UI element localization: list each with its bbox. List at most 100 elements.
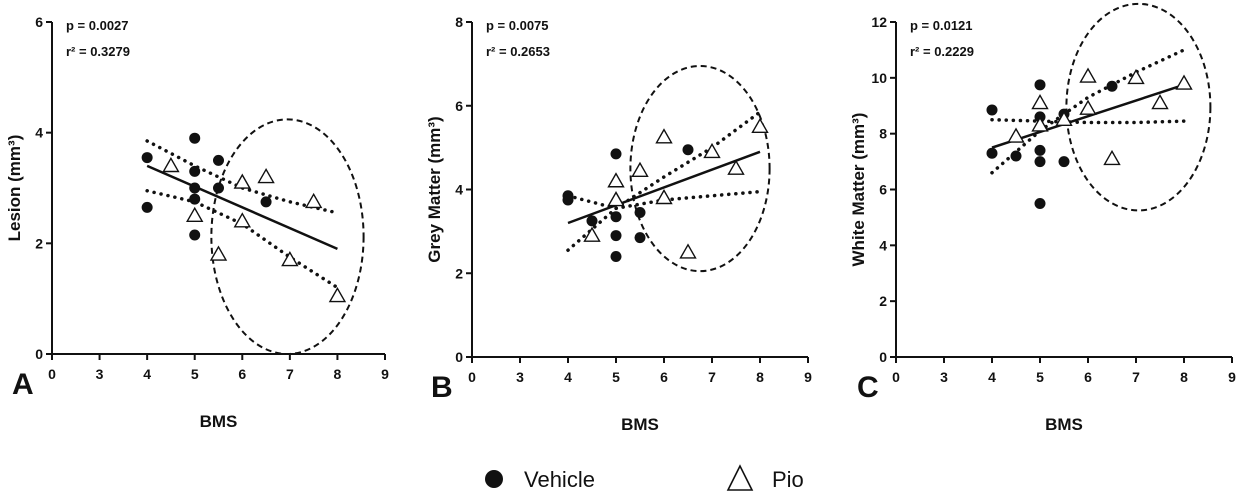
y-axis-title: Lesion (mm³) (5, 135, 24, 242)
x-axis-title: BMS (1045, 415, 1083, 434)
vehicle-point (610, 251, 622, 262)
pio-point (233, 212, 251, 228)
y-tick-label: 0 (35, 346, 43, 362)
legend-vehicle-marker (485, 470, 503, 488)
highlight-ellipse (1065, 2, 1212, 212)
legend: Vehicle Pio (485, 464, 804, 492)
vehicle-point (260, 196, 272, 208)
confidence-band-lower (145, 189, 340, 290)
pio-point (727, 159, 745, 175)
legend-pio-label: Pio (772, 467, 804, 492)
y-tick-label: 0 (455, 349, 463, 365)
pio-point (631, 161, 649, 177)
y-tick-label: 4 (455, 182, 463, 198)
pio-point (328, 286, 347, 303)
confidence-band-lower (990, 117, 1186, 125)
p-value: p = 0.0121 (910, 18, 973, 33)
p-value: p = 0.0027 (66, 18, 129, 33)
r-squared: r² = 0.3279 (66, 44, 130, 59)
vehicle-point (1034, 156, 1046, 168)
y-tick-label: 12 (871, 14, 887, 30)
x-axis-title: BMS (200, 412, 238, 431)
pio-point (583, 226, 601, 242)
y-tick-label: 2 (455, 265, 463, 281)
regression-line (567, 150, 761, 225)
r-squared: r² = 0.2229 (910, 44, 974, 59)
x-tick-label: 7 (708, 369, 716, 385)
pio-point (655, 128, 673, 144)
vehicle-point (189, 229, 201, 241)
highlight-ellipse (210, 118, 365, 355)
x-tick-label: 6 (660, 369, 668, 385)
y-tick-label: 0 (879, 349, 887, 365)
vehicle-point (213, 182, 224, 194)
pio-point (186, 206, 204, 222)
y-tick-label: 2 (879, 293, 887, 309)
vehicle-point (1010, 150, 1022, 162)
x-tick-label: 6 (1084, 369, 1092, 385)
vehicle-point (1058, 156, 1070, 168)
legend-pio-marker (726, 464, 754, 491)
panel-letter: A (12, 368, 34, 401)
vehicle-point (1034, 144, 1046, 156)
x-tick-label: 4 (564, 369, 572, 385)
x-tick-label: 3 (516, 369, 524, 385)
x-tick-label: 5 (612, 369, 620, 385)
vehicle-point (610, 211, 622, 223)
vehicle-point (586, 215, 598, 227)
regression-line (146, 164, 338, 251)
x-tick-label: 4 (143, 366, 151, 382)
vehicle-point (189, 132, 201, 144)
highlight-ellipse (629, 64, 771, 273)
y-tick-label: 4 (35, 125, 43, 141)
pio-point (304, 192, 323, 209)
vehicle-point (634, 207, 646, 219)
x-tick-label: 8 (1180, 369, 1188, 385)
pio-point (1103, 149, 1121, 166)
pio-point (1079, 67, 1097, 83)
x-tick-label: 0 (892, 369, 900, 385)
pio-point (209, 245, 228, 261)
panel-b: 0 2 4 6 8 0 3 4 5 6 7 8 9 BMS Grey Matter (mm³) Bp = 0.… (425, 14, 812, 434)
pio-point (233, 173, 251, 189)
y-tick-label: 8 (455, 14, 463, 30)
panel-letter: B (431, 371, 453, 404)
y-tick-label: 6 (35, 14, 43, 30)
x-tick-label: 3 (940, 369, 948, 385)
y-tick-label: 2 (35, 235, 43, 251)
panel-a: 0 2 4 6 0 3 4 5 6 7 8 9 BMS Lesion (mm³) Ap = 0.0027 r²… (5, 14, 389, 431)
x-tick-label: 7 (1132, 369, 1140, 385)
panel-letter: C (857, 371, 879, 404)
vehicle-point (562, 194, 574, 206)
x-tick-label: 6 (238, 366, 246, 382)
vehicle-point (141, 152, 153, 164)
y-tick-label: 4 (879, 237, 887, 253)
vehicle-point (1106, 80, 1118, 92)
x-tick-label: 8 (756, 369, 764, 385)
pio-point (281, 251, 299, 267)
x-tick-label: 9 (1228, 369, 1236, 385)
vehicle-point (682, 144, 694, 156)
pio-point (1127, 68, 1145, 85)
vehicle-point (1034, 79, 1046, 91)
pio-point (162, 156, 180, 173)
pio-point (1175, 74, 1193, 90)
vehicle-point (610, 148, 622, 160)
x-tick-label: 4 (988, 369, 996, 385)
confidence-band-upper (566, 110, 762, 252)
x-tick-label: 3 (96, 366, 104, 382)
x-tick-label: 9 (381, 366, 389, 382)
vehicle-point (141, 201, 153, 213)
y-axis-title: White Matter (mm³) (849, 113, 868, 267)
vehicle-point (213, 154, 224, 166)
x-tick-label: 5 (191, 366, 199, 382)
pio-point (679, 243, 697, 259)
vehicle-point (986, 104, 998, 116)
x-axis-title: BMS (621, 415, 659, 434)
r-squared: r² = 0.2653 (486, 44, 550, 59)
x-tick-label: 0 (468, 369, 476, 385)
pio-point (1151, 94, 1169, 110)
pio-point (1031, 94, 1049, 110)
vehicle-point (189, 193, 201, 205)
